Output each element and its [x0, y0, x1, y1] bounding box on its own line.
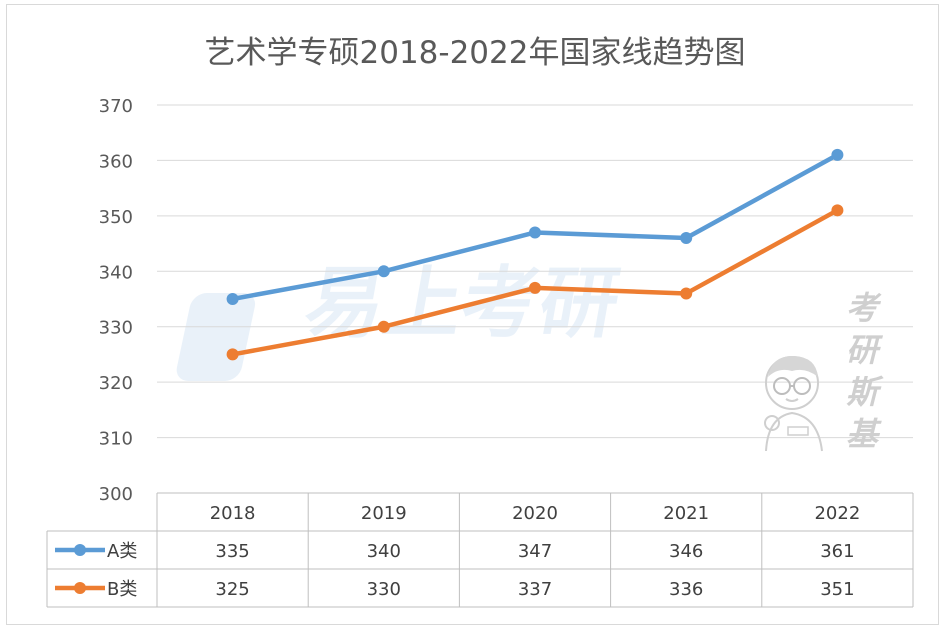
- y-tick-label: 370: [99, 96, 133, 117]
- data-point: [680, 287, 693, 300]
- x-tick-label: 2022: [814, 503, 860, 524]
- chart-frame: [6, 4, 939, 625]
- data-label: 351: [820, 579, 854, 600]
- data-point: [377, 320, 390, 333]
- y-tick-label: 330: [99, 318, 133, 339]
- legend-marker-1: [74, 544, 86, 556]
- data-point: [377, 265, 390, 278]
- y-axis-ticks: 370 360 350 340 330 320 310 300: [99, 96, 133, 505]
- cartoon-student-icon: [764, 355, 823, 452]
- data-label: 361: [820, 541, 854, 562]
- y-tick-label: 300: [99, 484, 133, 505]
- data-point: [226, 348, 239, 361]
- data-point: [831, 148, 844, 161]
- y-tick-label: 340: [99, 262, 133, 283]
- watermark-char-3: 斯: [846, 373, 879, 411]
- series-lines: [226, 148, 844, 361]
- legend-marker-2: [74, 582, 86, 594]
- data-point: [529, 281, 541, 294]
- y-tick-label: 310: [99, 429, 133, 450]
- y-tick-label: 320: [99, 373, 133, 394]
- legend-label-2: B类: [107, 579, 137, 600]
- data-label: 335: [215, 541, 249, 562]
- data-point: [226, 293, 239, 305]
- legend-label-1: A类: [107, 541, 137, 562]
- data-point: [680, 232, 693, 245]
- data-label: 346: [669, 541, 703, 562]
- data-point: [831, 204, 844, 217]
- y-tick-label: 350: [99, 207, 133, 228]
- data-label: 340: [367, 541, 401, 562]
- y-tick-label: 360: [99, 151, 133, 172]
- data-label: 347: [518, 541, 552, 562]
- data-label: 336: [669, 579, 703, 600]
- gridlines: [157, 104, 913, 439]
- data-label: 325: [215, 579, 249, 600]
- x-tick-label: 2018: [210, 503, 256, 524]
- x-tick-label: 2019: [361, 503, 407, 524]
- x-tick-label: 2020: [512, 503, 558, 524]
- chart-title: 艺术学专硕2018-2022年国家线趋势图: [205, 35, 746, 71]
- watermark-char-2: 研: [846, 331, 879, 369]
- watermark-char-4: 基: [846, 415, 879, 453]
- logo-badge: [176, 293, 256, 381]
- data-label: 337: [518, 579, 552, 600]
- watermark-char-1: 考: [846, 289, 879, 327]
- logo-watermark: 易上考研: [176, 258, 627, 381]
- brand-watermark: 考 研 斯 基: [758, 292, 898, 457]
- x-tick-label: 2021: [663, 503, 709, 524]
- data-point: [529, 226, 541, 239]
- data-table: 2018 2019 2020 2021 2022 A类 335 340 347 346 361 B类 3…: [46, 492, 914, 608]
- data-label: 330: [367, 579, 401, 600]
